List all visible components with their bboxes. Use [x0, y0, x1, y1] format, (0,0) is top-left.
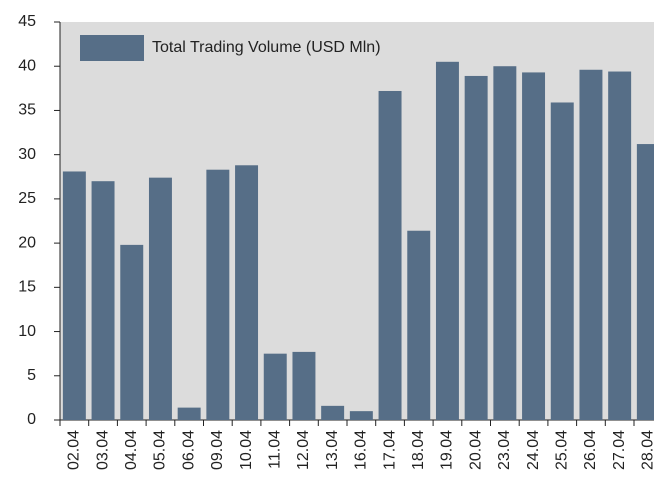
- bar: [177, 407, 201, 420]
- bar: [435, 61, 459, 421]
- bar: [636, 144, 654, 420]
- x-tick-label: 16.04: [353, 430, 370, 470]
- x-tick-label: 09.04: [209, 430, 226, 470]
- y-tick-label: 5: [27, 367, 36, 384]
- y-tick-label: 40: [18, 57, 36, 74]
- x-tick-label: 05.04: [152, 430, 169, 470]
- bar: [378, 90, 402, 420]
- bar: [292, 351, 316, 420]
- x-tick-label: 02.04: [66, 430, 83, 470]
- bar: [62, 171, 86, 420]
- x-tick-label: 27.04: [611, 430, 628, 470]
- y-tick-label: 30: [18, 146, 36, 163]
- bar: [464, 75, 488, 420]
- y-tick-label: 0: [27, 411, 36, 428]
- bar: [522, 72, 546, 420]
- x-tick-label: 25.04: [553, 430, 570, 470]
- x-tick-label: 20.04: [467, 430, 484, 470]
- x-tick-label: 24.04: [525, 430, 542, 470]
- y-tick-label: 10: [18, 323, 36, 340]
- x-tick-label: 26.04: [582, 430, 599, 470]
- x-tick-label: 06.04: [180, 430, 197, 470]
- x-tick-label: 10.04: [238, 430, 255, 470]
- x-tick-label: 19.04: [439, 430, 456, 470]
- bar: [321, 405, 345, 420]
- x-tick-label: 17.04: [381, 430, 398, 470]
- legend-swatch: [80, 35, 144, 61]
- y-tick-label: 45: [18, 13, 36, 30]
- x-tick-label: 04.04: [123, 430, 140, 470]
- y-tick-label: 35: [18, 102, 36, 119]
- x-tick-label: 23.04: [496, 430, 513, 470]
- bar: [206, 169, 230, 420]
- bar: [120, 244, 144, 420]
- bar: [263, 353, 287, 420]
- y-tick-label: 25: [18, 190, 36, 207]
- bar: [608, 71, 632, 420]
- bar: [407, 230, 431, 420]
- bar: [235, 165, 259, 420]
- x-tick-label: 18.04: [410, 430, 427, 470]
- x-tick-label: 12.04: [295, 430, 312, 470]
- bar: [550, 102, 574, 421]
- y-tick-label: 15: [18, 279, 36, 296]
- x-tick-label: 28.04: [640, 430, 654, 470]
- bar: [579, 69, 603, 420]
- x-tick-label: 03.04: [94, 430, 111, 470]
- x-tick-label: 11.04: [266, 430, 283, 469]
- bar: [91, 181, 115, 420]
- x-tick-label: 13.04: [324, 430, 341, 470]
- legend-label: Total Trading Volume (USD Mln): [152, 39, 381, 56]
- bar: [148, 177, 172, 420]
- bar: [349, 411, 373, 420]
- bar: [493, 66, 517, 420]
- y-tick-label: 20: [18, 234, 36, 251]
